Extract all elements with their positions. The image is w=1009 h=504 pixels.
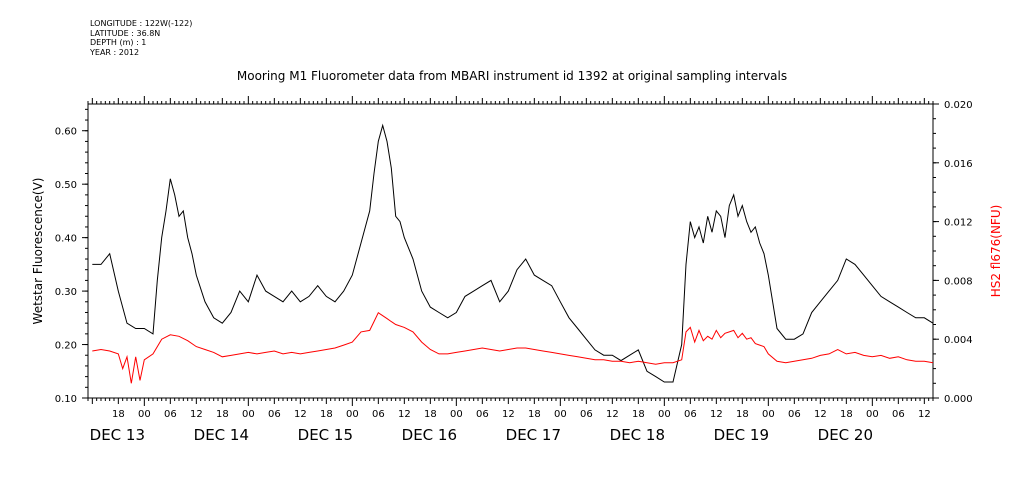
- day-label: DEC 17: [506, 426, 561, 444]
- left-tick-label: 0.10: [55, 394, 77, 405]
- right-tick-label: 0.008: [944, 276, 973, 287]
- hour-tick-label: 12: [398, 409, 411, 420]
- day-label: DEC 18: [610, 426, 665, 444]
- hour-tick-label: 12: [710, 409, 723, 420]
- hour-tick-label: 12: [814, 409, 827, 420]
- hour-tick-label: 00: [346, 409, 359, 420]
- day-label: DEC 16: [402, 426, 457, 444]
- hour-tick-label: 18: [528, 409, 541, 420]
- left-axis: 0.10 0.20 0.30 0.40 0.50 0.60: [55, 109, 88, 405]
- hour-tick-label: 12: [606, 409, 619, 420]
- hour-tick-label: 18: [632, 409, 645, 420]
- day-label: DEC 15: [298, 426, 353, 444]
- hour-tick-label: 12: [190, 409, 203, 420]
- hour-tick-label: 12: [918, 409, 931, 420]
- hour-tick-label: 12: [502, 409, 515, 420]
- left-tick-label: 0.60: [55, 127, 77, 138]
- day-label: DEC 19: [714, 426, 769, 444]
- hour-tick-label: 00: [866, 409, 879, 420]
- hour-tick-label: 00: [138, 409, 151, 420]
- chart-title: Mooring M1 Fluorometer data from MBARI i…: [237, 69, 787, 83]
- hour-tick-label: 00: [242, 409, 255, 420]
- hour-tick-label: 00: [554, 409, 567, 420]
- series-wetstar-line: [92, 125, 933, 382]
- hour-tick-label: 18: [840, 409, 853, 420]
- hour-tick-label: 06: [788, 409, 801, 420]
- hour-tick-label: 00: [450, 409, 463, 420]
- hour-tick-label: 00: [658, 409, 671, 420]
- day-label: DEC 20: [818, 426, 873, 444]
- right-tick-label: 0.000: [944, 394, 973, 405]
- left-tick-label: 0.50: [55, 180, 77, 191]
- left-tick-label: 0.40: [55, 234, 77, 245]
- hour-tick-label: 18: [736, 409, 749, 420]
- hour-tick-label: 06: [372, 409, 385, 420]
- left-tick-label: 0.20: [55, 341, 77, 352]
- hour-tick-label: 18: [112, 409, 125, 420]
- plot-frame: [88, 104, 933, 398]
- right-axis: 0.000 0.004 0.008 0.012 0.016 0.020: [933, 100, 973, 405]
- hour-tick-label: 06: [580, 409, 593, 420]
- hour-tick-label: 18: [424, 409, 437, 420]
- right-tick-label: 0.004: [944, 335, 973, 346]
- hour-tick-label: 12: [294, 409, 307, 420]
- x-axis: 18 00 06 12 18 00 06 12 18 00 06 12 18 00 06 12 18 00 06 12…: [88, 398, 933, 444]
- hour-tick-label: 18: [216, 409, 229, 420]
- fluorometer-chart: Mooring M1 Fluorometer data from MBARI i…: [0, 0, 1009, 504]
- hour-tick-label: 06: [476, 409, 489, 420]
- hour-tick-label: 06: [684, 409, 697, 420]
- day-label: DEC 14: [194, 426, 249, 444]
- left-tick-label: 0.30: [55, 287, 77, 298]
- hour-tick-label: 06: [164, 409, 177, 420]
- top-axis-ticks: [88, 96, 933, 104]
- right-tick-label: 0.016: [944, 159, 973, 170]
- y-axis-label-right: HS2 fl676(NFU): [989, 205, 1003, 298]
- hour-tick-label: 06: [892, 409, 905, 420]
- hour-tick-label: 06: [268, 409, 281, 420]
- y-axis-label-left: Wetstar Fluorescence(V): [31, 178, 45, 325]
- right-tick-label: 0.012: [944, 218, 973, 229]
- hour-tick-label: 18: [320, 409, 333, 420]
- right-tick-label: 0.020: [944, 100, 973, 111]
- day-label: DEC 13: [90, 426, 145, 444]
- hour-tick-label: 00: [762, 409, 775, 420]
